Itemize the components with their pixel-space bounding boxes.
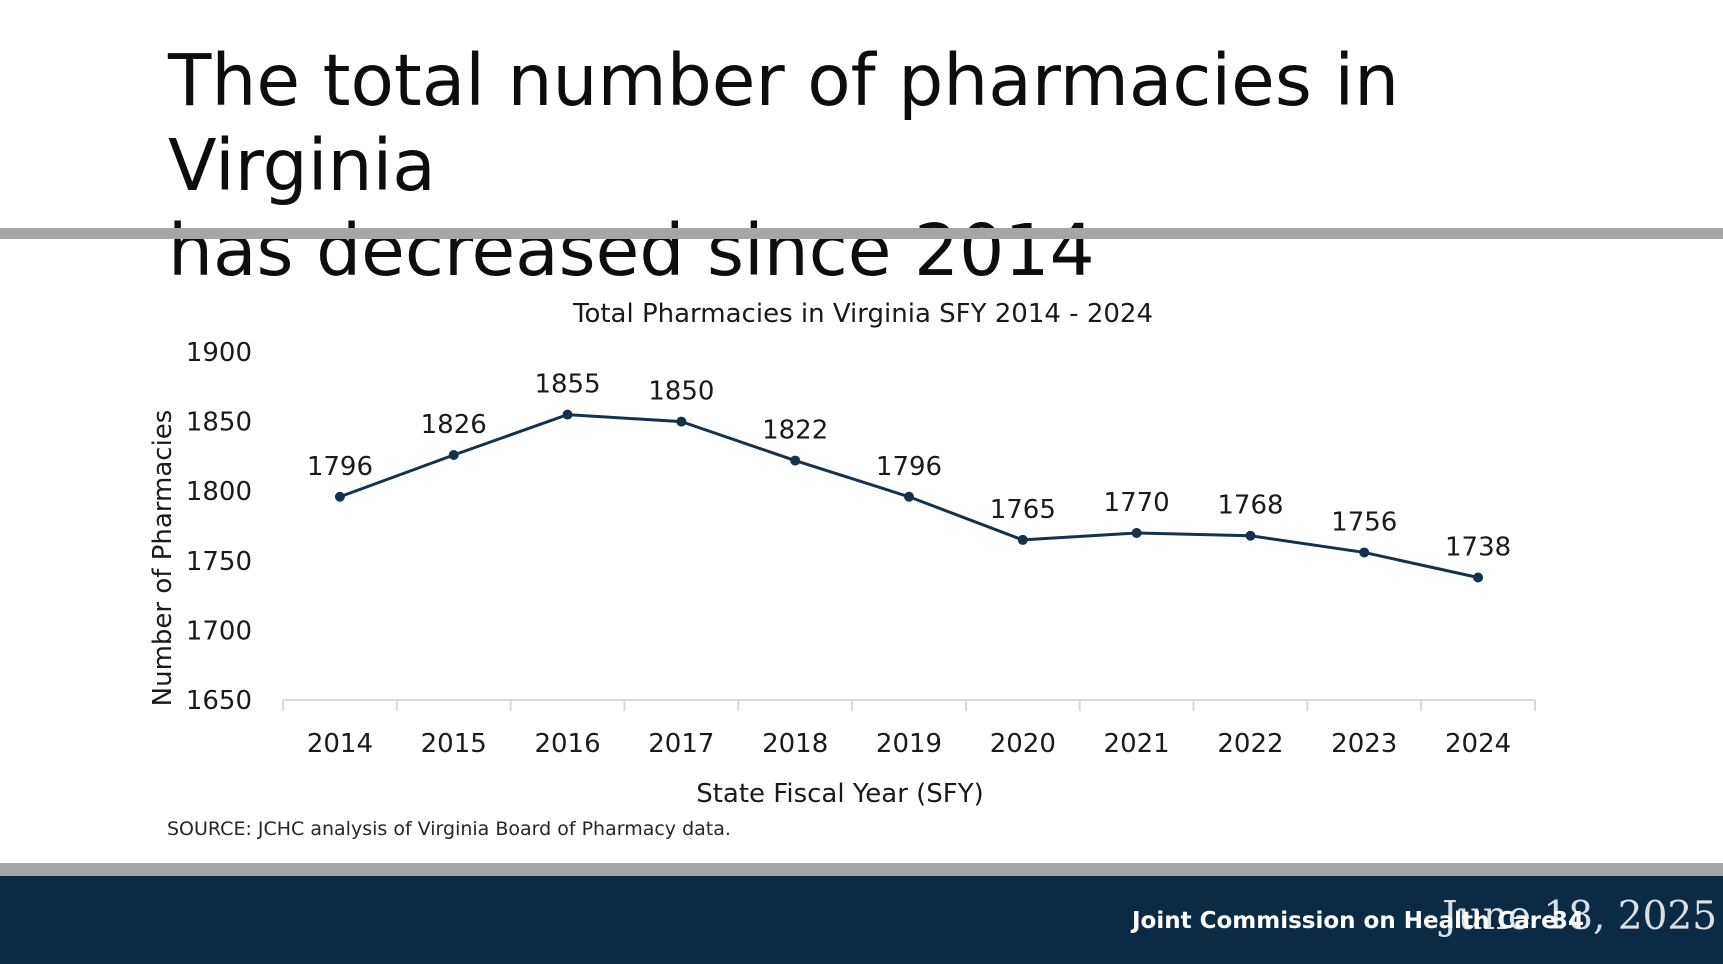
data-label: 1796 [307,452,373,482]
y-axis-ticks: 1650 1700 1750 1800 1850 1900 [186,338,252,716]
x-tick-label: 2015 [421,729,487,759]
data-label: 1796 [876,452,942,482]
data-point [904,491,914,502]
y-tick-label: 1650 [186,686,252,716]
data-label: 1822 [762,416,828,446]
top-divider [0,228,1723,239]
data-point [1017,534,1028,545]
footer-slide-number: 34 [1552,908,1585,934]
data-point [676,416,687,427]
chart-series: 1796 1826 1855 1850 1822 1796 1765 1770 1768 1756… [307,370,1511,583]
data-label: 1770 [1104,488,1170,518]
source-note: SOURCE: JCHC analysis of Virginia Board … [167,818,731,840]
x-tick-label: 2021 [1104,729,1170,759]
footer-date: June 18, 2025 [1442,894,1718,939]
data-point [1359,547,1370,558]
data-label: 1768 [1217,491,1283,521]
y-tick-label: 1800 [186,477,252,507]
bottom-divider [0,863,1723,876]
data-point [1131,527,1142,538]
data-point [790,455,801,466]
data-label: 1826 [421,410,487,440]
chart-x-axis-label: State Fiscal Year (SFY) [696,779,984,809]
x-tick-label: 2018 [762,729,828,759]
data-point [1245,530,1256,541]
footer-bar [0,876,1723,964]
chart-title: Total Pharmacies in Virginia SFY 2014 - … [572,299,1153,329]
x-tick-label: 2014 [307,729,373,759]
data-label: 1850 [648,377,714,407]
x-tick-label: 2016 [534,729,600,759]
data-label: 1855 [534,370,600,400]
x-tick-label: 2017 [648,729,714,759]
x-tick-label: 2023 [1331,729,1397,759]
y-tick-label: 1700 [186,616,252,646]
slide-title-line-1: The total number of pharmacies in Virgin… [168,39,1400,207]
x-tick-label: 2020 [990,729,1056,759]
data-label: 1765 [990,495,1056,525]
y-tick-label: 1750 [186,547,252,577]
data-point [562,409,573,420]
data-point [1473,572,1484,583]
y-tick-label: 1900 [186,338,252,368]
slide-title: The total number of pharmacies in Virgin… [168,38,1648,293]
data-label: 1756 [1331,507,1397,537]
footer-organization: Joint Commission on Health Care [1132,908,1557,934]
x-tick-label: 2024 [1445,729,1511,759]
data-point [448,450,459,461]
data-point [334,491,345,502]
x-tick-label: 2019 [876,729,942,759]
y-tick-label: 1850 [186,408,252,438]
data-label: 1738 [1445,533,1511,563]
slide-title-line-2: has decreased since 2014 [168,209,1095,292]
x-axis: 2014 2015 2016 2017 2018 2019 2020 2021 2022 2023… [282,699,1536,759]
chart-y-axis-label: Number of Pharmacies [148,410,178,707]
x-tick-label: 2022 [1217,729,1283,759]
